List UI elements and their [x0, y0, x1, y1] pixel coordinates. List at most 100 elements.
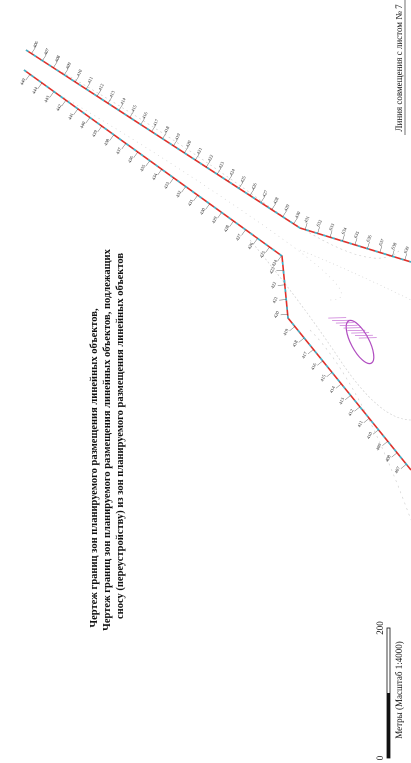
point-label: 632: [315, 218, 323, 227]
scale-bar: 0 200 Метры (Масштаб 1:4000): [375, 621, 404, 761]
point-label: 425: [259, 250, 267, 259]
hatched-zone: [345, 319, 375, 365]
point-tick: [354, 238, 358, 245]
point-tick: [169, 177, 174, 184]
point-label: 408: [384, 454, 392, 463]
point-label: 417: [152, 118, 160, 127]
point-tick: [181, 186, 186, 193]
point-label: 425: [239, 175, 247, 184]
point-label: 414: [119, 96, 127, 105]
point-label: 437: [115, 146, 123, 155]
point-tick: [317, 360, 323, 366]
point-tick: [61, 100, 67, 107]
point-label: 418: [291, 339, 299, 348]
point-tick: [400, 464, 407, 469]
point-label: 430: [199, 207, 207, 216]
terrain: [39, 59, 411, 521]
scale-zero: 0: [375, 755, 385, 760]
point-tick: [109, 134, 114, 141]
point-tick: [85, 117, 91, 124]
hatch-line: [328, 317, 347, 319]
point-label: 408: [54, 54, 62, 63]
point-tick: [345, 395, 351, 400]
point-label: 639: [403, 245, 411, 254]
point-label: 410: [366, 431, 374, 440]
point-label: 413: [108, 89, 116, 98]
scale-max: 200: [375, 621, 385, 635]
point-label: 424: [271, 258, 279, 267]
boundary-dash: [25, 49, 411, 263]
point-tick: [326, 372, 333, 377]
point-label: 431: [303, 215, 311, 224]
point-label: 426: [247, 241, 255, 250]
point-label: 426: [250, 182, 258, 191]
point-label: 412: [347, 408, 355, 417]
point-label: 432: [175, 189, 183, 198]
point-tick: [404, 253, 408, 261]
title-line: Чертеж границ зон планируемого размещени…: [102, 248, 113, 630]
point-label: 637: [378, 237, 386, 246]
point-label: 415: [130, 104, 138, 113]
hatch-line: [347, 329, 366, 331]
point-tick: [379, 245, 383, 253]
point-tick: [162, 132, 167, 139]
point-label: 436: [127, 155, 135, 164]
point-tick: [133, 151, 138, 158]
point-label: 438: [103, 137, 111, 146]
point-tick: [107, 97, 112, 104]
point-tick: [206, 161, 211, 168]
title-line: Чертеж границ зон планируемого размещени…: [89, 308, 100, 628]
point-label: 424: [228, 167, 236, 176]
point-label: 423: [268, 266, 276, 275]
point-tick: [253, 238, 258, 245]
point-label: 420: [185, 139, 193, 148]
point-tick: [49, 91, 55, 98]
point-label: 635: [353, 230, 361, 239]
point-label: 418: [163, 125, 171, 134]
point-label: 416: [310, 362, 318, 371]
point-label: 638: [390, 241, 398, 250]
point-tick: [53, 61, 58, 68]
point-label: 410: [76, 68, 84, 77]
point-label: 419: [174, 132, 182, 141]
point-tick: [277, 284, 285, 286]
point-tick: [229, 220, 234, 227]
point-label: 442: [55, 103, 63, 112]
point-label: 421: [196, 146, 204, 155]
zone-hatch: [328, 317, 377, 339]
point-tick: [193, 195, 198, 202]
point-tick: [392, 249, 395, 257]
point-label: 429: [211, 215, 219, 224]
point-tick: [329, 230, 333, 238]
point-label: 633: [328, 222, 336, 231]
point-label: 430: [294, 210, 302, 219]
point-label: 421: [271, 295, 279, 304]
point-label: 441: [67, 112, 75, 121]
point-label: 636: [365, 234, 373, 243]
hatch-line: [339, 324, 358, 326]
point-tick: [173, 139, 178, 146]
point-tick: [367, 241, 370, 249]
point-label: 415: [319, 373, 327, 382]
point-tick: [238, 182, 243, 189]
point-tick: [282, 210, 287, 217]
point-tick: [37, 82, 43, 89]
point-tick: [205, 203, 210, 210]
point-label: 427: [235, 232, 243, 241]
hatch-line: [343, 327, 362, 329]
point-tick: [342, 234, 345, 242]
point-label: 427: [261, 189, 269, 198]
point-label: 440: [79, 120, 87, 129]
boundary-lines: [23, 47, 411, 471]
point-tick: [217, 212, 222, 219]
hatch-line: [332, 319, 350, 321]
point-tick: [42, 54, 47, 61]
point-tick: [184, 146, 189, 153]
point-tick: [391, 452, 398, 458]
point-tick: [145, 160, 150, 167]
point-label: 413: [338, 396, 346, 405]
point-label: 435: [139, 163, 147, 172]
point-label: 412: [97, 82, 105, 91]
point-tick: [96, 90, 101, 97]
